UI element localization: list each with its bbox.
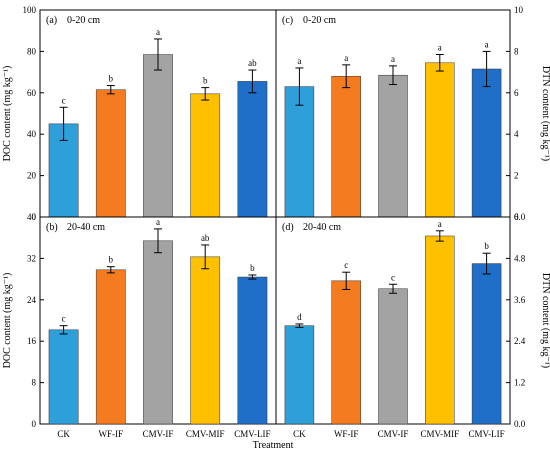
bar-ck <box>284 325 315 425</box>
significance-letter: c <box>391 272 395 282</box>
bar-cmv-mif <box>425 235 455 425</box>
y-tick-label: 40 <box>27 129 37 139</box>
bar-cmv-mif <box>190 256 221 425</box>
x-tick-label: CK <box>57 429 70 439</box>
x-tick-label: CMV-MIF <box>186 429 225 439</box>
significance-letter: ab <box>248 58 257 68</box>
x-tick-label: WF-IF <box>99 429 124 439</box>
bar-wf-if <box>95 89 126 218</box>
y-tick-label: 6 <box>514 88 519 98</box>
bar-cmv-lif <box>471 68 502 218</box>
bar-cmv-lif <box>237 276 268 425</box>
significance-letter: a <box>485 39 489 49</box>
y-tick-label: 0 <box>514 212 519 222</box>
x-tick-label: CMV-MIF <box>420 429 459 439</box>
bar-wf-if <box>95 269 126 425</box>
panel-label: (c) <box>282 15 293 26</box>
y-tick-label: 0.0 <box>514 419 526 429</box>
bar-cmv-mif <box>425 62 455 218</box>
bar-wf-if <box>331 280 361 425</box>
significance-letter: b <box>250 263 255 273</box>
panel-label: (b) <box>46 222 58 233</box>
panel-depth-label: 20-40 cm <box>67 222 105 233</box>
bar-cmv-if <box>378 288 408 425</box>
y-tick-label: 20 <box>27 171 37 181</box>
significance-letter: c <box>62 95 66 105</box>
panel-a: 0 20 40 60 80 100 DOC content (mg kg⁻¹) (a) 0-20… <box>2 5 277 222</box>
y-tick-label: 2 <box>514 171 519 181</box>
significance-letter: a <box>156 27 160 37</box>
y-axis-title: DTN content (mg kg⁻¹) <box>540 66 550 161</box>
significance-letter: ab <box>201 233 210 243</box>
y-tick-label: 6.0 <box>514 212 526 222</box>
y-tick-label: 8 <box>32 378 37 388</box>
y-tick-label: 2.4 <box>514 336 526 346</box>
y-tick-label: 1.2 <box>514 378 525 388</box>
significance-letter: b <box>109 255 114 265</box>
y-axis-title: DOC content (mg kg⁻¹) <box>2 66 13 162</box>
panel-d: 0.0 1.2 2.4 3.6 4.8 6.0 DTN content (mg kg⁻¹) (… <box>275 212 550 439</box>
y-tick-label: 4.8 <box>514 253 526 263</box>
y-tick-label: 0 <box>32 212 37 222</box>
significance-letter: a <box>156 217 160 227</box>
panel-label: (d) <box>282 222 294 233</box>
panel-c: 0 2 4 6 8 10 DTN content (mg kg⁻¹) (c) 0-20 cm a a… <box>275 5 550 222</box>
y-axis-title: DTN content (mg kg⁻¹) <box>540 273 550 368</box>
y-tick-label: 40 <box>27 212 37 222</box>
significance-letter: d <box>297 312 302 322</box>
bar-wf-if <box>331 75 361 218</box>
bar-cmv-mif <box>190 93 221 218</box>
significance-letter: a <box>391 54 395 64</box>
y-tick-label: 3.6 <box>514 295 526 305</box>
panel-label: (a) <box>46 15 57 26</box>
y-tick-label: 16 <box>27 336 37 346</box>
y-tick-label: 24 <box>27 295 37 305</box>
bar-cmv-if <box>378 74 408 218</box>
x-axis-title: Treatment <box>253 440 294 451</box>
panel-depth-label: 0-20 cm <box>67 15 100 26</box>
y-axis-title: DOC content (mg kg⁻¹) <box>2 273 13 369</box>
y-tick-label: 32 <box>27 253 36 263</box>
significance-letter: a <box>344 53 348 63</box>
bar-cmv-if <box>143 240 173 425</box>
bar-cmv-lif <box>237 81 268 218</box>
x-tick-label: CMV-IF <box>378 429 409 439</box>
significance-letter: b <box>484 241 489 251</box>
panel-b: 0 8 16 24 32 40 DOC content (mg kg⁻¹) (b) 20-40 … <box>2 212 277 439</box>
x-tick-label: CMV-LIF <box>234 429 270 439</box>
y-tick-label: 4 <box>514 129 519 139</box>
y-tick-label: 80 <box>27 46 37 56</box>
y-tick-label: 10 <box>514 5 524 15</box>
x-tick-label: CMV-LIF <box>469 429 505 439</box>
bar-ck <box>284 86 315 218</box>
significance-letter: b <box>109 74 114 84</box>
bar-cmv-lif <box>471 263 502 425</box>
x-tick-label: CK <box>293 429 306 439</box>
significance-letter: c <box>344 260 348 270</box>
panel-depth-label: 20-40 cm <box>303 222 341 233</box>
significance-letter: a <box>438 219 442 229</box>
significance-letter: a <box>438 43 442 53</box>
y-tick-label: 60 <box>27 88 37 98</box>
bar-cmv-if <box>143 54 173 218</box>
y-tick-label: 100 <box>23 5 37 15</box>
significance-letter: c <box>62 314 66 324</box>
panel-depth-label: 0-20 cm <box>303 15 336 26</box>
y-tick-label: 0 <box>32 419 37 429</box>
x-tick-label: WF-IF <box>334 429 359 439</box>
bar-ck <box>48 329 79 425</box>
x-tick-label: CMV-IF <box>143 429 174 439</box>
significance-letter: a <box>297 56 301 66</box>
significance-letter: b <box>203 76 208 86</box>
y-tick-label: 8 <box>514 46 519 56</box>
